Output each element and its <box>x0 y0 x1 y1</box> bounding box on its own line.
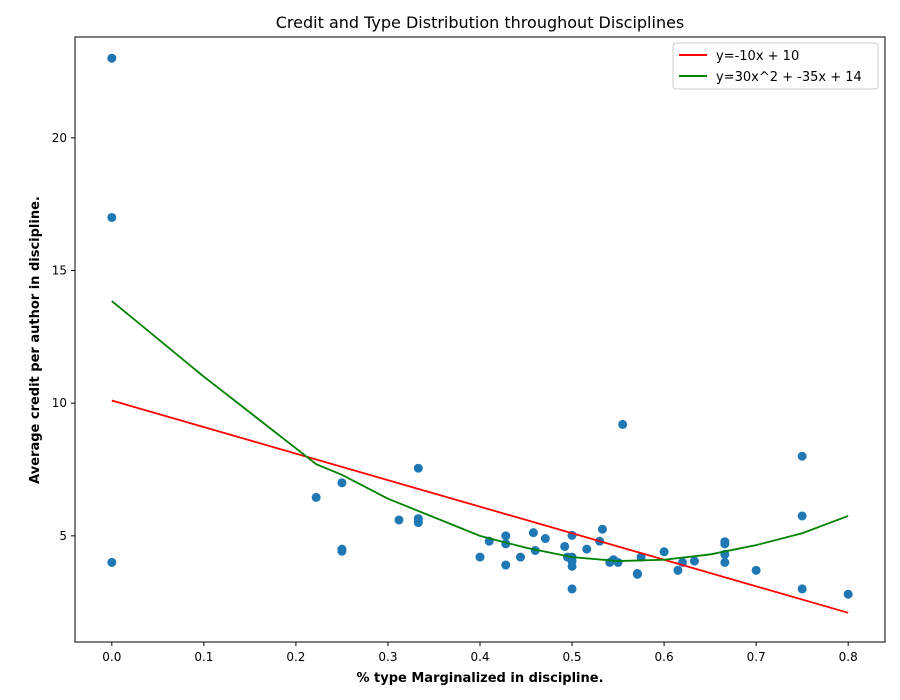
scatter-point-3 <box>311 492 321 502</box>
x-tick-label-8: 0.8 <box>839 650 858 664</box>
scatter-point-42 <box>720 539 730 549</box>
scatter-point-10 <box>413 518 423 528</box>
scatter-point-6 <box>337 546 347 556</box>
series-line-1 <box>111 399 849 614</box>
y-axis: 5 10 15 20 <box>52 131 75 543</box>
x-tick-label-5: 0.5 <box>562 650 581 664</box>
scatter-point-26 <box>567 584 577 594</box>
scatter-point-38 <box>673 565 683 575</box>
scatter-point-32 <box>613 557 623 567</box>
scatter-point-4 <box>337 478 347 488</box>
x-tick-label-1: 0.1 <box>194 650 213 664</box>
scatter-point-20 <box>560 541 570 551</box>
scatter-point-48 <box>797 584 807 594</box>
x-tick-label-0: 0.0 <box>102 650 121 664</box>
chart-title: Credit and Type Distribution throughout … <box>276 13 685 32</box>
y-tick-label-0: 5 <box>59 529 67 543</box>
scatter-point-8 <box>413 463 423 473</box>
scatter-point-36 <box>636 552 646 562</box>
scatter-point-27 <box>582 544 592 554</box>
x-tick-label-2: 0.2 <box>286 650 305 664</box>
scatter-point-47 <box>797 511 807 521</box>
scatter-point-46 <box>797 451 807 461</box>
y-tick-label-3: 20 <box>52 131 67 145</box>
scatter-point-0 <box>107 53 117 63</box>
scatter-point-11 <box>475 552 485 562</box>
scatter-point-49 <box>843 589 853 599</box>
scatter-point-16 <box>516 552 525 562</box>
scatter-point-19 <box>540 534 550 544</box>
x-axis: 0.0 0.1 0.2 0.3 0.4 0.5 0.6 0.7 0.8 <box>102 642 858 664</box>
scatter-point-40 <box>689 556 699 566</box>
scatter-point-33 <box>618 419 628 429</box>
scatter-point-17 <box>528 528 538 538</box>
scatter-point-45 <box>751 565 761 575</box>
y-tick-label-2: 15 <box>52 264 67 278</box>
legend-label-quadratic: y=30x^2 + -35x + 14 <box>716 70 862 85</box>
scatter-point-1 <box>107 212 117 222</box>
y-axis-label: Average credit per author in discipline. <box>28 196 43 484</box>
x-tick-label-3: 0.3 <box>378 650 397 664</box>
legend-label-linear: y=-10x + 10 <box>716 49 799 64</box>
x-tick-label-6: 0.6 <box>655 650 674 664</box>
scatter-point-15 <box>501 560 511 570</box>
legend: y=-10x + 10 y=30x^2 + -35x + 14 <box>672 42 879 90</box>
scatter-point-44 <box>720 557 730 567</box>
x-axis-label: % type Marginalized in discipline. <box>356 671 603 686</box>
plot-marks <box>107 53 853 614</box>
y-tick-label-1: 10 <box>52 396 67 410</box>
scatter-point-2 <box>107 557 117 567</box>
legend-box <box>672 42 879 90</box>
scatter-point-37 <box>659 547 669 557</box>
x-tick-label-7: 0.7 <box>747 650 766 664</box>
scatter-point-13 <box>501 531 511 541</box>
scatter-point-7 <box>394 515 404 525</box>
scatter-point-29 <box>597 524 607 534</box>
x-tick-label-4: 0.4 <box>470 650 489 664</box>
series-line-2 <box>111 300 849 562</box>
scatter-point-35 <box>632 569 642 579</box>
scatter-point-25 <box>567 561 577 571</box>
